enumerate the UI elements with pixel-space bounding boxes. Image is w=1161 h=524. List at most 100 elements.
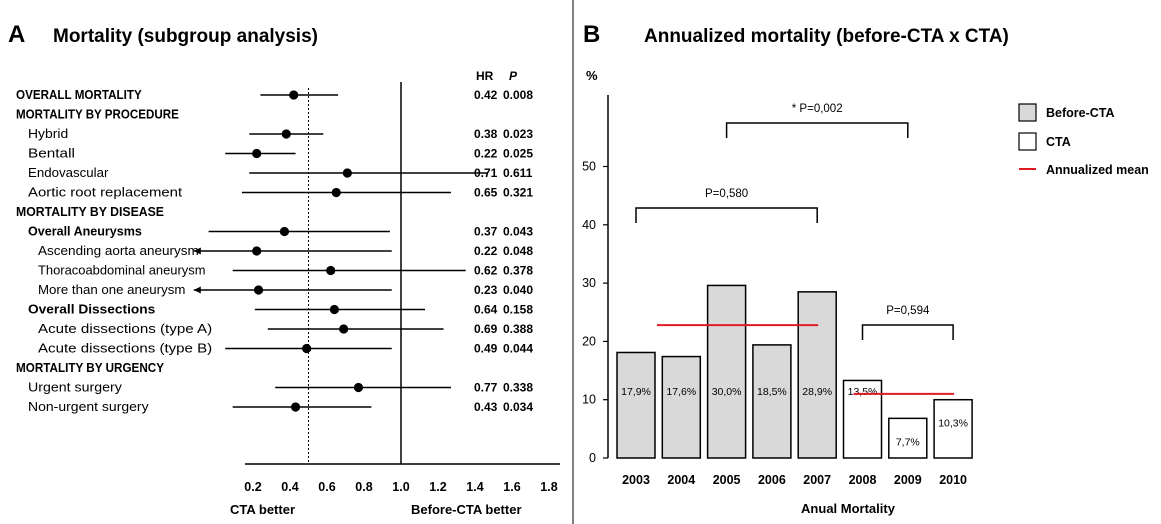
hr-value: 0.71 (474, 166, 498, 180)
legend-label: CTA (1046, 135, 1071, 149)
x-axis-label: Anual Mortality (801, 501, 896, 516)
significance-bracket (635, 207, 818, 223)
bar-2005 (706, 284, 747, 459)
x-tick-label: 2006 (758, 473, 786, 487)
y-tick-label: 50 (582, 160, 596, 174)
hr-point (326, 265, 336, 276)
x-label-before-cta-better: Before-CTA better (411, 502, 522, 517)
bar-2010 (933, 398, 973, 459)
row-label: Aortic root replacement (28, 186, 183, 200)
bar-value-label: 13,5% (848, 386, 878, 398)
hr-value: 0.64 (474, 303, 498, 317)
row-label: Urgent surgery (28, 381, 123, 395)
row-label: Endovascular (28, 166, 108, 180)
x-tick-label: 1.6 (503, 480, 520, 494)
y-tick-label: 0 (589, 451, 596, 465)
hr-point (281, 129, 291, 139)
hr-point (289, 90, 299, 100)
p-value: 0.040 (503, 283, 533, 297)
p-value: 0.025 (503, 147, 533, 161)
row-label: MORTALITY BY DISEASE (16, 205, 164, 219)
legend-swatch-cta (1018, 132, 1037, 151)
hr-value: 0.69 (474, 322, 498, 336)
x-tick-label: 2010 (939, 473, 967, 487)
panel-a-letter: A (8, 21, 25, 48)
legend-swatch-before-cta (1018, 103, 1037, 122)
x-tick-label: 0.4 (281, 480, 298, 494)
row-label: Hybrid (28, 127, 68, 141)
bar-value-label: 7,7% (896, 436, 920, 448)
bar-2006 (752, 344, 792, 459)
x-tick-label: 2005 (713, 473, 741, 487)
p-value: 0.158 (503, 303, 533, 317)
x-tick-label: 1.8 (540, 480, 557, 494)
y-tick-label: 20 (582, 334, 596, 348)
hr-point (329, 304, 339, 315)
hr-point (253, 285, 264, 295)
significance-bracket (861, 324, 954, 340)
hr-point (252, 148, 262, 159)
hr-point (302, 343, 312, 354)
hr-value: 0.23 (474, 283, 498, 297)
bracket-p-label: * P=0,002 (792, 103, 843, 115)
row-label: Overall Dissections (28, 303, 155, 317)
hr-point (279, 226, 290, 237)
hr-value: 0.77 (474, 381, 498, 395)
p-value: 0.008 (503, 88, 533, 102)
hr-value: 0.22 (474, 147, 498, 161)
panel-b-letter: B (583, 21, 600, 48)
hr-column-header: HR (476, 69, 494, 83)
bracket-p-label: P=0,580 (705, 188, 748, 200)
y-tick-label: 40 (582, 218, 596, 232)
row-label: MORTALITY BY PROCEDURE (16, 108, 179, 122)
x-tick-label: 2007 (803, 473, 831, 487)
x-label-cta-better: CTA better (230, 502, 295, 517)
bar-chart: % 0 10 20 30 40 50 17,9% 2003 17,6% 2004 30,0% 2005 1… (582, 68, 1149, 516)
y-tick-label: 10 (582, 393, 596, 407)
row-label: More than one aneurysm (38, 283, 185, 297)
x-tick-label: 1.2 (429, 480, 446, 494)
p-value: 0.034 (503, 400, 533, 414)
row-label: Non-urgent surgery (28, 400, 149, 414)
panel-a-title: Mortality (subgroup analysis) (53, 26, 318, 47)
bar-value-label: 18,5% (757, 386, 787, 398)
x-tick-label: 0.2 (244, 480, 261, 494)
hr-value: 0.62 (474, 264, 498, 278)
p-value: 0.023 (503, 127, 533, 141)
row-label: Acute dissections (type B) (38, 342, 212, 356)
hr-point (339, 324, 349, 334)
row-label: OVERALL MORTALITY (16, 88, 142, 102)
p-column-header: P (509, 69, 518, 83)
y-axis-label: % (586, 68, 598, 83)
bracket-p-label: P=0,594 (886, 305, 930, 317)
p-value: 0.048 (503, 244, 533, 258)
panel-b-title: Annualized mortality (before-CTA x CTA) (644, 26, 1009, 47)
x-tick-label: 2004 (667, 473, 695, 487)
x-tick-label: 1.0 (392, 480, 409, 494)
bar-value-label: 17,6% (666, 386, 696, 398)
x-tick-label: 2008 (849, 473, 877, 487)
p-value: 0.338 (503, 381, 533, 395)
hr-value: 0.38 (474, 127, 498, 141)
p-value: 0.044 (503, 342, 533, 356)
bar-2007 (797, 291, 837, 459)
p-value: 0.388 (503, 322, 533, 336)
bar-2003 (616, 351, 656, 459)
hr-point (290, 402, 301, 412)
x-tick-label: 2003 (622, 473, 650, 487)
hr-point (331, 187, 341, 198)
hr-value: 0.65 (474, 186, 498, 200)
bar-2009 (888, 417, 928, 459)
bar-value-label: 28,9% (802, 386, 832, 398)
p-value: 0.043 (503, 225, 533, 239)
x-tick-label: 0.8 (355, 480, 372, 494)
hr-value: 0.43 (474, 400, 498, 414)
legend-label: Annualized mean (1046, 163, 1149, 177)
row-label: Acute dissections (type A) (38, 322, 212, 336)
forest-plot: OVERALL MORTALITY 0.42 0.008 MORTALITY BY P… (16, 82, 560, 494)
row-label: Bentall (28, 147, 75, 161)
bar-value-label: 10,3% (938, 418, 968, 430)
y-tick-label: 30 (582, 276, 596, 290)
significance-bracket (725, 122, 909, 138)
